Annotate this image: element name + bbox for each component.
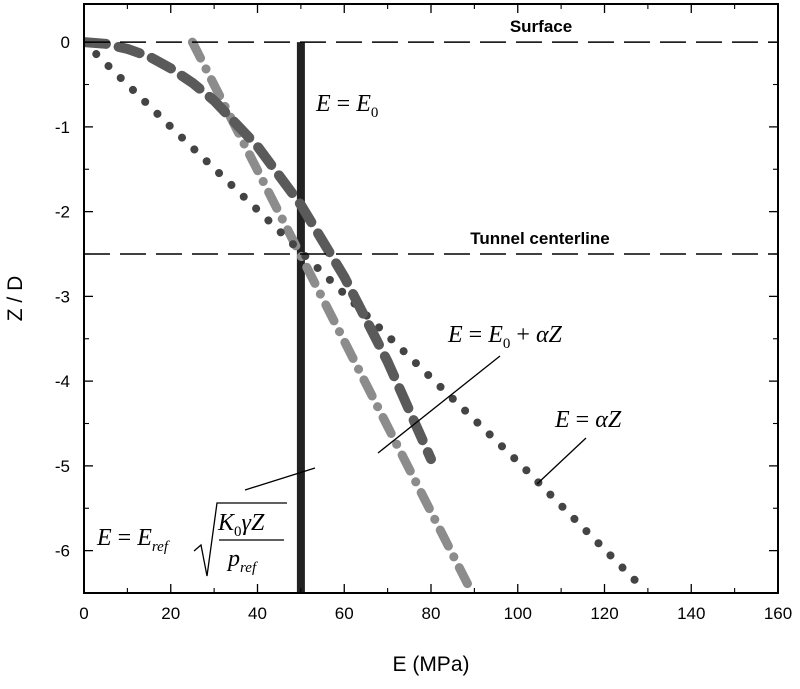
svg-text:E = Eref: E = Eref xyxy=(96,525,170,555)
reference-line-label: Tunnel centerline xyxy=(470,229,610,248)
annotation-leader-sqrt xyxy=(244,467,316,491)
annotation-leader-linear-offset xyxy=(377,355,501,454)
svg-text:E = E0 + αZ: E = E0 + αZ xyxy=(447,322,563,352)
y-tick-label: -2 xyxy=(55,203,70,222)
x-tick-label: 120 xyxy=(590,604,618,623)
svg-text:E = E0: E = E0 xyxy=(315,91,378,121)
x-tick-label: 140 xyxy=(677,604,705,623)
annotation-constant: E = E0 xyxy=(315,91,378,121)
svg-text:pref: pref xyxy=(226,546,258,576)
y-tick-label: -6 xyxy=(55,542,70,561)
annotation-linear-offset: E = E0 + αZ xyxy=(377,322,563,454)
y-tick-label: 0 xyxy=(61,33,70,52)
y-axis-label: Z / D xyxy=(4,276,27,322)
sqrt-radical-sign xyxy=(193,502,287,577)
x-tick-label: 40 xyxy=(248,604,267,623)
annotation-leader-proportional xyxy=(536,437,587,485)
x-tick-label: 160 xyxy=(764,604,792,623)
annotation-proportional: E = αZ xyxy=(536,407,622,485)
x-tick-label: 100 xyxy=(504,604,532,623)
x-tick-label: 80 xyxy=(422,604,441,623)
ticks: 0 20 40 60 80 100 120 140 160 0 -1 -2 -3 -4 -5 -6 xyxy=(55,4,792,623)
y-tick-label: -3 xyxy=(55,287,70,306)
svg-text:E = αZ: E = αZ xyxy=(554,407,622,433)
annotation-sqrt: E = Eref K0γZ pref xyxy=(96,467,316,577)
series-line-proportional xyxy=(84,38,644,589)
x-tick-label: 60 xyxy=(335,604,354,623)
y-tick-label: -4 xyxy=(55,372,70,391)
svg-text:K0γZ: K0γZ xyxy=(217,510,265,540)
y-tick-label: -5 xyxy=(55,457,70,476)
reference-line-label: Surface xyxy=(510,17,572,36)
series-line-sqrt xyxy=(84,37,436,465)
x-axis-label: E (MPa) xyxy=(392,653,469,676)
reference-lines: Surface Tunnel centerline xyxy=(84,17,778,255)
y-tick-label: -1 xyxy=(55,118,70,137)
x-tick-label: 0 xyxy=(79,604,88,623)
series-layer xyxy=(84,37,644,593)
x-tick-label: 20 xyxy=(161,604,180,623)
